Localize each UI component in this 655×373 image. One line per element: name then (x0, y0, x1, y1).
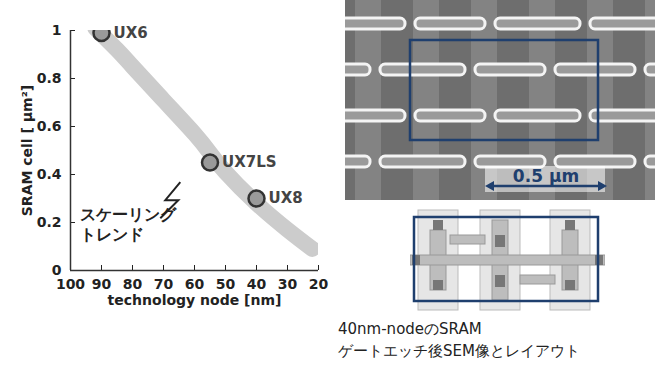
html-text:40nm-nodeのSRAM: 40nm-nodeのSRAM (338, 320, 482, 338)
svg-text:1: 1 (52, 22, 62, 38)
svg-text:40: 40 (247, 276, 267, 292)
html-text:ゲートエッチ後SEM像とレイアウト: ゲートエッチ後SEM像とレイアウト (338, 342, 580, 360)
svg-text:60: 60 (185, 276, 205, 292)
svg-text:UX7LS: UX7LS (222, 153, 277, 171)
svg-text:UX8: UX8 (269, 189, 303, 207)
svg-text:スケーリングトレンド: スケーリングトレンド (80, 205, 177, 244)
svg-text:0.4: 0.4 (37, 166, 62, 182)
svg-text:SRAM cell [ μm²]: SRAM cell [ μm²] (19, 85, 35, 216)
svg-text:0.6: 0.6 (37, 118, 62, 134)
svg-text:30: 30 (278, 276, 298, 292)
svg-text:90: 90 (92, 276, 112, 292)
svg-text:0: 0 (51, 262, 62, 278)
svg-text:0.5 μm: 0.5 μm (513, 166, 579, 186)
svg-text:0.8: 0.8 (37, 70, 62, 86)
svg-text:technology node [nm]: technology node [nm] (108, 292, 282, 308)
svg-text:UX6: UX6 (114, 24, 148, 42)
svg-text:100: 100 (56, 276, 85, 292)
svg-text:20: 20 (309, 276, 329, 292)
svg-text:50: 50 (216, 276, 236, 292)
svg-text:80: 80 (123, 276, 143, 292)
svg-text:70: 70 (154, 276, 174, 292)
svg-text:0.2: 0.2 (37, 214, 62, 230)
